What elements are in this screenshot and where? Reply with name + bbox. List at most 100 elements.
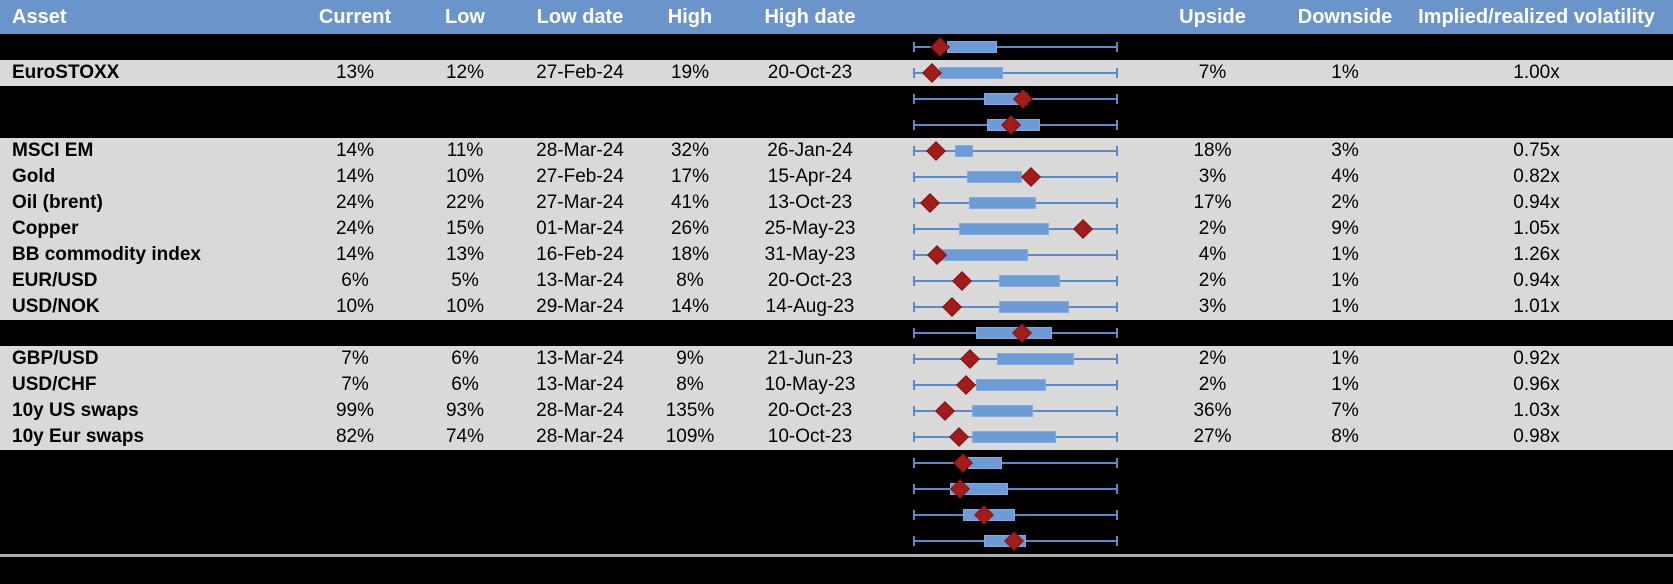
cell-low[interactable]: 13% [445, 244, 485, 265]
cell-implied[interactable]: 0.92x [1513, 348, 1560, 369]
cell-high_date[interactable]: 10-May-23 [764, 374, 856, 395]
cell-high[interactable]: 26% [670, 218, 710, 239]
cell-low[interactable]: 22% [445, 192, 485, 213]
cell-high[interactable]: 135% [665, 400, 715, 421]
cell-upside[interactable]: 2% [1198, 218, 1227, 239]
cell-implied[interactable]: 0.94x [1513, 192, 1560, 213]
cell-implied[interactable]: 0.94x [1513, 270, 1560, 291]
header-high[interactable]: High [667, 6, 713, 28]
cell-implied[interactable]: 1.03x [1513, 400, 1560, 421]
cell-downside[interactable]: 1% [1331, 270, 1359, 291]
cell-low[interactable]: 10% [445, 296, 485, 317]
cell-asset[interactable]: MSCI EM [12, 140, 94, 161]
cell-asset[interactable]: Gold [12, 166, 56, 187]
header-implied-realized-volatility[interactable]: Implied/realized volatility [1418, 6, 1655, 28]
cell-upside[interactable]: 2% [1198, 270, 1227, 291]
cell-high_date[interactable]: 21-Jun-23 [767, 348, 853, 369]
cell-high[interactable]: 19% [670, 62, 710, 83]
cell-low[interactable]: 74% [445, 426, 485, 447]
cell-asset[interactable]: Copper [12, 218, 79, 239]
cell-implied[interactable]: 1.00x [1513, 62, 1560, 83]
cell-high_date[interactable]: 26-Jan-24 [767, 140, 853, 161]
cell-upside[interactable]: 36% [1193, 400, 1232, 421]
cell-low_date[interactable]: 01-Mar-24 [536, 218, 624, 239]
cell-low_date[interactable]: 13-Mar-24 [536, 348, 624, 369]
cell-asset[interactable]: EUR/USD [12, 270, 98, 291]
cell-current[interactable]: 24% [335, 218, 375, 239]
cell-low[interactable]: 11% [446, 140, 484, 161]
cell-implied[interactable]: 0.82x [1513, 166, 1560, 187]
cell-upside[interactable]: 7% [1198, 62, 1227, 83]
cell-high[interactable]: 109% [665, 426, 715, 447]
cell-downside[interactable]: 9% [1331, 218, 1359, 239]
cell-upside[interactable]: 27% [1193, 426, 1232, 447]
cell-high[interactable]: 14% [670, 296, 710, 317]
cell-high_date[interactable]: 31-May-23 [764, 244, 856, 265]
cell-low[interactable]: 10% [445, 166, 485, 187]
cell-low_date[interactable]: 28-Mar-24 [536, 140, 624, 161]
cell-downside[interactable]: 3% [1331, 140, 1359, 161]
cell-upside[interactable]: 17% [1193, 192, 1232, 213]
cell-low[interactable]: 15% [445, 218, 485, 239]
cell-upside[interactable]: 18% [1193, 140, 1232, 161]
cell-current[interactable]: 99% [335, 400, 375, 421]
cell-downside[interactable]: 4% [1331, 166, 1359, 187]
cell-low[interactable]: 5% [451, 270, 479, 291]
cell-low_date[interactable]: 16-Feb-24 [536, 244, 624, 265]
cell-asset[interactable]: 10y Eur swaps [12, 426, 145, 447]
cell-downside[interactable]: 8% [1331, 426, 1359, 447]
cell-low[interactable]: 93% [445, 400, 485, 421]
header-downside[interactable]: Downside [1297, 6, 1393, 28]
cell-current[interactable]: 6% [341, 270, 369, 291]
cell-current[interactable]: 82% [335, 426, 375, 447]
cell-low_date[interactable]: 28-Mar-24 [536, 400, 624, 421]
cell-high[interactable]: 41% [670, 192, 710, 213]
cell-upside[interactable]: 2% [1198, 348, 1227, 369]
header-low[interactable]: Low [445, 6, 485, 28]
cell-asset[interactable]: Oil (brent) [12, 192, 103, 213]
cell-high_date[interactable]: 20-Oct-23 [767, 62, 853, 83]
cell-current[interactable]: 7% [341, 374, 369, 395]
cell-asset[interactable]: 10y US swaps [12, 400, 139, 421]
cell-high_date[interactable]: 15-Apr-24 [767, 166, 853, 187]
cell-low_date[interactable]: 27-Feb-24 [536, 166, 624, 187]
cell-high_date[interactable]: 14-Aug-23 [765, 296, 855, 317]
header-high-date[interactable]: High date [764, 6, 856, 28]
cell-downside[interactable]: 1% [1331, 244, 1359, 265]
cell-downside[interactable]: 1% [1331, 374, 1359, 395]
cell-asset[interactable]: USD/CHF [12, 374, 97, 395]
cell-implied[interactable]: 1.01x [1513, 296, 1560, 317]
cell-current[interactable]: 14% [335, 244, 375, 265]
cell-implied[interactable]: 0.96x [1513, 374, 1560, 395]
cell-current[interactable]: 14% [335, 166, 375, 187]
cell-high_date[interactable]: 10-Oct-23 [767, 426, 853, 447]
cell-high_date[interactable]: 13-Oct-23 [767, 192, 853, 213]
header-upside[interactable]: Upside [1179, 6, 1246, 28]
cell-implied[interactable]: 0.98x [1513, 426, 1560, 447]
header-low-date[interactable]: Low date [536, 6, 624, 28]
cell-high[interactable]: 17% [670, 166, 710, 187]
cell-implied[interactable]: 1.05x [1513, 218, 1560, 239]
cell-upside[interactable]: 3% [1198, 166, 1227, 187]
cell-high[interactable]: 18% [670, 244, 710, 265]
cell-downside[interactable]: 1% [1331, 348, 1359, 369]
cell-downside[interactable]: 1% [1331, 296, 1359, 317]
cell-downside[interactable]: 7% [1331, 400, 1359, 421]
cell-high[interactable]: 9% [676, 348, 704, 369]
cell-upside[interactable]: 2% [1198, 374, 1227, 395]
cell-low_date[interactable]: 13-Mar-24 [536, 374, 624, 395]
cell-low_date[interactable]: 27-Feb-24 [536, 62, 624, 83]
cell-current[interactable]: 13% [335, 62, 375, 83]
cell-high[interactable]: 8% [676, 270, 704, 291]
cell-low_date[interactable]: 13-Mar-24 [536, 270, 624, 291]
cell-implied[interactable]: 0.75x [1513, 140, 1560, 161]
header-asset[interactable]: Asset [12, 6, 67, 28]
cell-asset[interactable]: EuroSTOXX [12, 62, 120, 83]
cell-downside[interactable]: 2% [1331, 192, 1359, 213]
cell-downside[interactable]: 1% [1331, 62, 1359, 83]
cell-low_date[interactable]: 27-Mar-24 [536, 192, 624, 213]
cell-low[interactable]: 12% [445, 62, 485, 83]
cell-high[interactable]: 32% [670, 140, 710, 161]
cell-current[interactable]: 24% [335, 192, 375, 213]
cell-current[interactable]: 7% [341, 348, 369, 369]
